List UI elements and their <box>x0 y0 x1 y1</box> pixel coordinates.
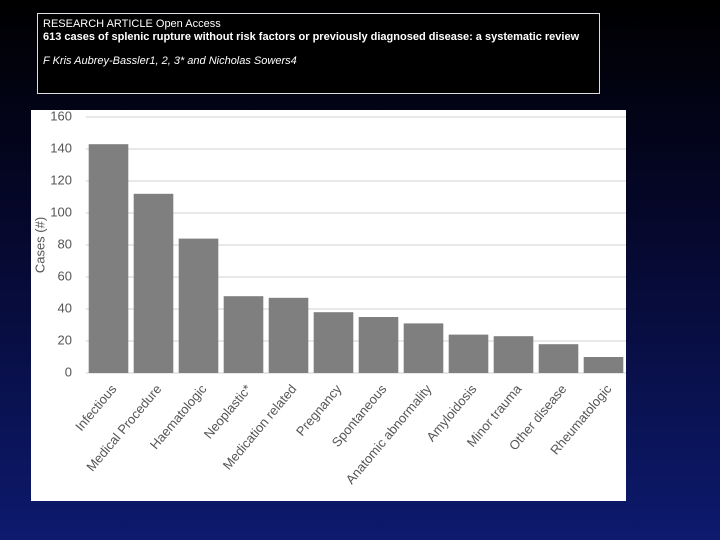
y-tick-label: 140 <box>50 140 72 155</box>
bar <box>313 312 354 373</box>
y-tick-label: 60 <box>58 268 72 283</box>
header-title: 613 cases of splenic rupture without ris… <box>43 31 580 43</box>
bar <box>583 357 624 373</box>
y-tick-label: 0 <box>65 364 72 379</box>
article-header: RESEARCH ARTICLE Open Access 613 cases o… <box>37 13 600 94</box>
y-tick-label: 20 <box>58 332 72 347</box>
bar <box>268 297 309 373</box>
bar <box>133 193 174 373</box>
y-tick-label: 160 <box>50 110 72 123</box>
y-tick-label: 100 <box>50 204 72 219</box>
y-tick-label: 120 <box>50 172 72 187</box>
y-tick-label: 40 <box>58 300 72 315</box>
bar <box>178 238 219 373</box>
bar <box>358 317 399 373</box>
chart: Cases (#) 020406080100120140160Infectiou… <box>31 110 626 501</box>
header-kicker: RESEARCH ARTICLE Open Access <box>43 18 221 30</box>
bar <box>448 334 489 373</box>
header-authors: F Kris Aubrey-Bassler1, 2, 3* and Nichol… <box>43 55 297 67</box>
bar <box>538 344 579 373</box>
bar <box>493 336 534 373</box>
y-tick-label: 80 <box>58 236 72 251</box>
bar <box>88 144 129 373</box>
chart-background <box>31 110 626 501</box>
bar <box>223 296 264 373</box>
y-axis-label: Cases (#) <box>32 217 47 273</box>
bar <box>403 323 444 373</box>
